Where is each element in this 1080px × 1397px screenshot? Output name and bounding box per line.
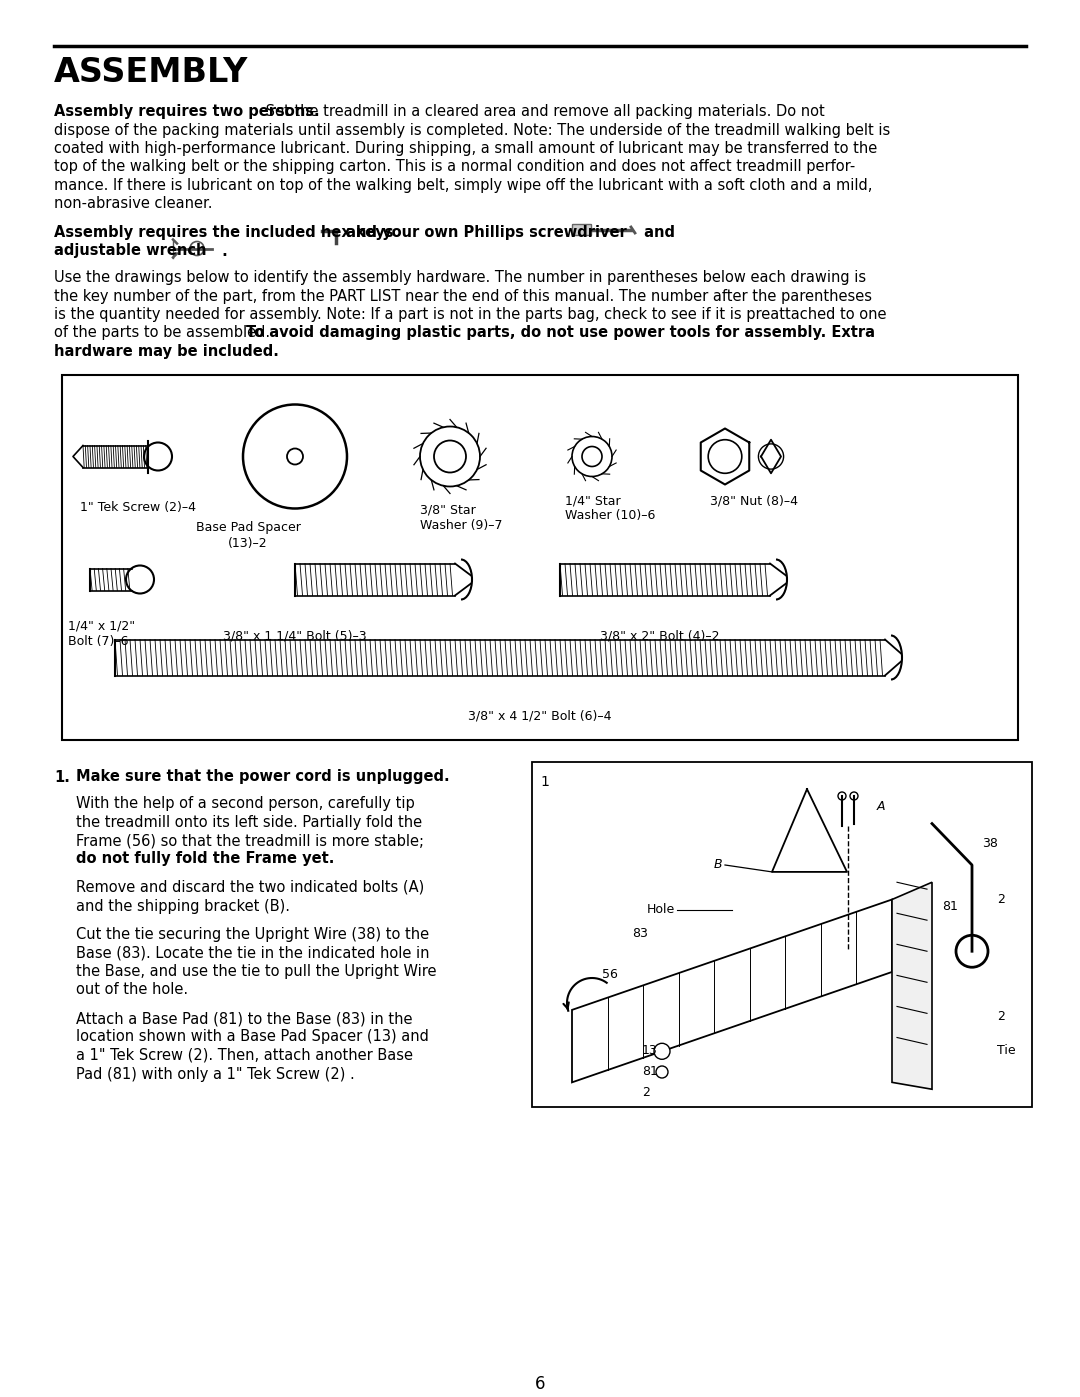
Text: Attach a Base Pad (81) to the Base (83) in the: Attach a Base Pad (81) to the Base (83) … xyxy=(76,1011,413,1025)
Text: 3/8" x 4 1/2" Bolt (6)–4: 3/8" x 4 1/2" Bolt (6)–4 xyxy=(469,710,611,722)
Circle shape xyxy=(656,1066,669,1078)
Text: With the help of a second person, carefully tip: With the help of a second person, carefu… xyxy=(76,796,415,812)
Text: 56: 56 xyxy=(602,968,618,982)
Text: 3/8" Nut (8)–4: 3/8" Nut (8)–4 xyxy=(710,495,798,507)
Text: do not fully fold the Frame yet.: do not fully fold the Frame yet. xyxy=(76,852,335,866)
Text: 6: 6 xyxy=(535,1375,545,1393)
Circle shape xyxy=(287,448,303,464)
Text: the key number of the part, from the PART LIST near the end of this manual. The : the key number of the part, from the PAR… xyxy=(54,289,872,303)
FancyBboxPatch shape xyxy=(572,225,592,236)
Text: Make sure that the power cord is unplugged.: Make sure that the power cord is unplugg… xyxy=(76,770,449,785)
Text: and your own Phillips screwdriver: and your own Phillips screwdriver xyxy=(341,225,626,240)
Bar xyxy=(532,761,1032,1106)
Text: ASSEMBLY: ASSEMBLY xyxy=(54,56,248,89)
Text: 83: 83 xyxy=(632,928,648,940)
Text: the Base, and use the tie to pull the Upright Wire: the Base, and use the tie to pull the Up… xyxy=(76,964,436,979)
Text: 1/4" x 1/2"
Bolt (7)–6: 1/4" x 1/2" Bolt (7)–6 xyxy=(68,619,135,647)
Text: A: A xyxy=(877,800,886,813)
Circle shape xyxy=(420,426,480,486)
Text: and: and xyxy=(639,225,675,240)
Text: adjustable wrench: adjustable wrench xyxy=(54,243,206,258)
Text: 81: 81 xyxy=(642,1065,658,1078)
Circle shape xyxy=(956,935,988,967)
Text: Assembly requires the included hex keys: Assembly requires the included hex keys xyxy=(54,225,393,240)
Text: hardware may be included.: hardware may be included. xyxy=(54,344,279,359)
Text: 13: 13 xyxy=(642,1045,658,1058)
Circle shape xyxy=(758,444,784,469)
Circle shape xyxy=(654,1044,670,1059)
Circle shape xyxy=(126,566,154,594)
Text: Remove and discard the two indicated bolts (A): Remove and discard the two indicated bol… xyxy=(76,880,424,895)
Text: Set the treadmill in a cleared area and remove all packing materials. Do not: Set the treadmill in a cleared area and … xyxy=(261,103,825,119)
Text: 2: 2 xyxy=(997,893,1004,905)
Circle shape xyxy=(243,405,347,509)
Text: .: . xyxy=(217,243,228,258)
Text: top of the walking belt or the shipping carton. This is a normal condition and d: top of the walking belt or the shipping … xyxy=(54,159,855,175)
Text: 3/8" x 1 1/4" Bolt (5)–3: 3/8" x 1 1/4" Bolt (5)–3 xyxy=(224,630,367,643)
Text: dispose of the packing materials until assembly is completed. Note: The undersid: dispose of the packing materials until a… xyxy=(54,123,890,137)
Text: 1" Tek Screw (2)–4: 1" Tek Screw (2)–4 xyxy=(80,502,195,514)
Text: Cut the tie securing the Upright Wire (38) to the: Cut the tie securing the Upright Wire (3… xyxy=(76,928,429,942)
Text: a 1" Tek Screw (2). Then, attach another Base: a 1" Tek Screw (2). Then, attach another… xyxy=(76,1048,413,1063)
Polygon shape xyxy=(892,883,932,1090)
Text: Hole: Hole xyxy=(647,904,675,916)
Text: Pad (81) with only a 1" Tek Screw (2) .: Pad (81) with only a 1" Tek Screw (2) . xyxy=(76,1066,354,1081)
Circle shape xyxy=(582,447,602,467)
Text: mance. If there is lubricant on top of the walking belt, simply wipe off the lub: mance. If there is lubricant on top of t… xyxy=(54,177,873,193)
Text: non-abrasive cleaner.: non-abrasive cleaner. xyxy=(54,197,213,211)
Text: 1/4" Star
Washer (10)–6: 1/4" Star Washer (10)–6 xyxy=(565,495,656,522)
Text: Frame (56) so that the treadmill is more stable;: Frame (56) so that the treadmill is more… xyxy=(76,833,424,848)
Text: 2: 2 xyxy=(997,1010,1004,1023)
Text: To avoid damaging plastic parts, do not use power tools for assembly. Extra: To avoid damaging plastic parts, do not … xyxy=(246,326,875,341)
Bar xyxy=(62,374,1018,739)
Text: coated with high-performance lubricant. During shipping, a small amount of lubri: coated with high-performance lubricant. … xyxy=(54,141,877,156)
Text: location shown with a Base Pad Spacer (13) and: location shown with a Base Pad Spacer (1… xyxy=(76,1030,429,1045)
Text: Tie: Tie xyxy=(997,1045,1015,1058)
Text: Base (83). Locate the tie in the indicated hole in: Base (83). Locate the tie in the indicat… xyxy=(76,946,430,961)
Circle shape xyxy=(190,242,204,256)
Text: 1.: 1. xyxy=(54,770,70,785)
Text: Use the drawings below to identify the assembly hardware. The number in parenthe: Use the drawings below to identify the a… xyxy=(54,270,866,285)
Text: 1: 1 xyxy=(540,775,549,789)
Circle shape xyxy=(434,440,465,472)
Circle shape xyxy=(838,792,846,800)
Text: 3/8" Star
Washer (9)–7: 3/8" Star Washer (9)–7 xyxy=(420,503,502,531)
Text: out of the hole.: out of the hole. xyxy=(76,982,188,997)
Text: the treadmill onto its left side. Partially fold the: the treadmill onto its left side. Partia… xyxy=(76,814,422,830)
Circle shape xyxy=(708,440,742,474)
Text: B: B xyxy=(714,859,723,872)
Text: 38: 38 xyxy=(982,837,998,851)
Circle shape xyxy=(144,443,172,471)
Text: 2: 2 xyxy=(642,1085,650,1099)
Text: and the shipping bracket (B).: and the shipping bracket (B). xyxy=(76,898,291,914)
Text: of the parts to be assembled.: of the parts to be assembled. xyxy=(54,326,274,341)
Polygon shape xyxy=(572,900,892,1083)
Circle shape xyxy=(572,436,612,476)
Circle shape xyxy=(850,792,858,800)
Text: 81: 81 xyxy=(942,900,958,912)
Text: is the quantity needed for assembly. Note: If a part is not in the parts bag, ch: is the quantity needed for assembly. Not… xyxy=(54,307,887,321)
Text: 3/8" x 2" Bolt (4)–2: 3/8" x 2" Bolt (4)–2 xyxy=(600,630,719,643)
Text: Base Pad Spacer
(13)–2: Base Pad Spacer (13)–2 xyxy=(195,521,300,549)
Text: Assembly requires two persons.: Assembly requires two persons. xyxy=(54,103,320,119)
